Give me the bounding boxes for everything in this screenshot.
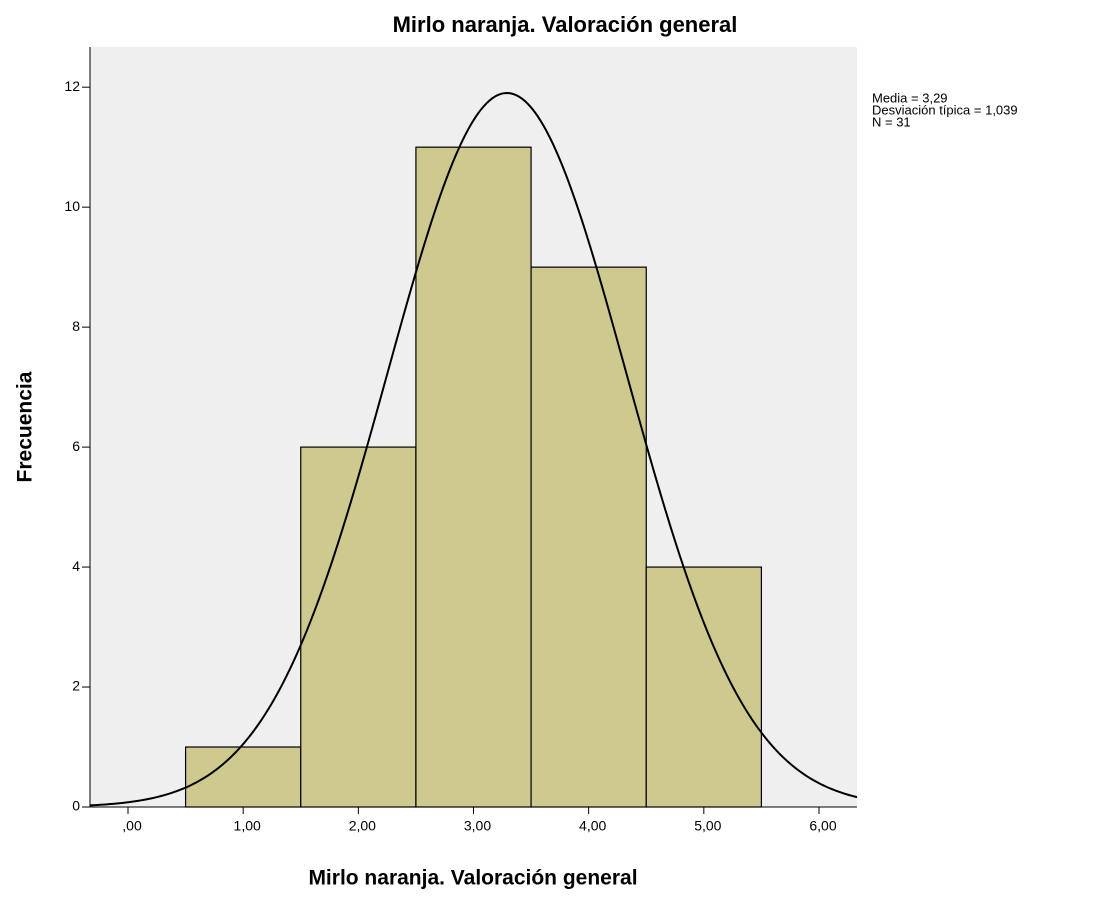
y-tick-label: 4: [72, 558, 80, 574]
chart-title: Mirlo naranja. Valoración general: [393, 12, 738, 37]
bar: [530, 266, 647, 808]
bar: [645, 566, 763, 808]
y-tick-label: 10: [64, 198, 80, 214]
y-tick-label: 0: [72, 798, 80, 814]
x-tick-label: 1,00: [234, 818, 261, 834]
bar: [415, 146, 532, 808]
x-tick-label: 2,00: [349, 818, 376, 834]
y-tick-label: 12: [64, 78, 80, 94]
y-axis-title: Frecuencia: [14, 371, 37, 482]
x-axis-title: Mirlo naranja. Valoración general: [308, 867, 637, 890]
stat-label: Media = 3,29: [872, 90, 948, 105]
y-tick-label: 6: [72, 438, 80, 454]
normal-curve: [89, 92, 858, 807]
x-tick-label: 4,00: [579, 818, 606, 834]
stat-label: N = 31: [872, 114, 911, 129]
x-tick-label: 3,00: [464, 818, 491, 834]
bar: [300, 446, 417, 808]
x-tick-label: 6,00: [809, 818, 836, 834]
y-tick-label: 2: [72, 678, 80, 694]
stat-label: Desviación típica = 1,039: [872, 102, 1018, 117]
y-tick-label: 8: [72, 318, 80, 334]
bar: [184, 746, 302, 808]
x-tick-label: ,00: [122, 818, 142, 834]
x-tick-label: 5,00: [694, 818, 721, 834]
